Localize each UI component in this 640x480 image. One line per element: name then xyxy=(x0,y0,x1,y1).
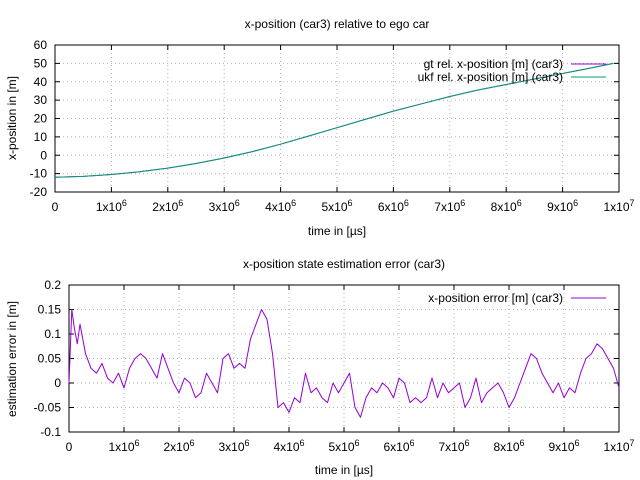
x-tick-label: 0 xyxy=(52,200,59,214)
x-tick-label: 0 xyxy=(66,440,73,454)
chart-x-position: -20 -10 0 10 20 30 40 50 60 0 1x106 2x106 3x106 4x10… xyxy=(5,17,635,238)
y-tick-label: 0 xyxy=(54,376,61,390)
x-tick-label: 7x106 xyxy=(438,438,469,454)
grid xyxy=(55,45,619,192)
legend-label: ukf rel. x-position [m] (car3) xyxy=(418,70,563,84)
chart-title: x-position state estimation error (car3) xyxy=(243,257,445,271)
y-ticks: -20 -10 0 10 20 30 40 50 60 xyxy=(30,38,619,199)
legend: gt rel. x-position [m] (car3)ukf rel. x-… xyxy=(418,57,606,84)
x-tick-label: 3x106 xyxy=(209,198,240,214)
y-tick-label: 0 xyxy=(40,148,47,162)
chart-estimation-error: -0.1 -0.05 0 0.05 0.1 0.15 0.2 0 1x106 2x106 3x10… xyxy=(5,257,635,477)
series-line-2 xyxy=(54,62,614,178)
x-tick-label: 9x106 xyxy=(548,438,579,454)
series-lines xyxy=(54,62,614,178)
x-tick-label: 4x106 xyxy=(273,438,304,454)
x-tick-label: 2x106 xyxy=(152,198,183,214)
y-axis-label: estimation error in [m] xyxy=(5,301,19,417)
y-tick-label: -10 xyxy=(30,167,48,181)
x-tick-label: 9x106 xyxy=(547,198,578,214)
x-tick-label: 1x107 xyxy=(603,198,634,214)
y-tick-label: 40 xyxy=(34,75,48,89)
series-lines xyxy=(68,309,620,418)
x-tick-label: 7x106 xyxy=(434,198,465,214)
x-tick-label: 1x106 xyxy=(96,198,127,214)
y-tick-label: 20 xyxy=(34,112,48,126)
x-tick-label: 2x106 xyxy=(163,438,194,454)
x-tick-label: 6x106 xyxy=(383,438,414,454)
y-tick-label: 60 xyxy=(34,38,48,52)
x-tick-label: 1x107 xyxy=(603,438,634,454)
legend: x-position error [m] (car3) xyxy=(428,291,606,305)
grid xyxy=(69,285,619,432)
x-tick-label: 8x106 xyxy=(491,198,522,214)
y-tick-label: -0.05 xyxy=(34,401,62,415)
x-tick-label: 6x106 xyxy=(378,198,409,214)
y-tick-label: 50 xyxy=(34,56,48,70)
x-tick-label: 5x106 xyxy=(328,438,359,454)
y-ticks: -0.1 -0.05 0 0.05 0.1 0.15 0.2 xyxy=(34,278,619,439)
legend-label: x-position error [m] (car3) xyxy=(428,291,563,305)
y-tick-label: 10 xyxy=(34,130,48,144)
x-tick-label: 5x106 xyxy=(321,198,352,214)
x-tick-label: 1x106 xyxy=(108,438,139,454)
y-tick-label: 0.05 xyxy=(38,352,62,366)
x-axis-label: time in [µs] xyxy=(315,463,373,477)
y-tick-label: 30 xyxy=(34,93,48,107)
x-tick-label: 8x106 xyxy=(493,438,524,454)
x-tick-label: 3x106 xyxy=(218,438,249,454)
y-tick-label: 0.1 xyxy=(44,327,61,341)
x-ticks: 0 1x106 2x106 3x106 4x106 5x106 6x106 7x106 8x10… xyxy=(66,285,635,454)
x-axis-label: time in [µs] xyxy=(308,224,366,238)
y-tick-label: -0.1 xyxy=(40,425,61,439)
series-line-1 xyxy=(68,309,620,418)
y-tick-label: 0.2 xyxy=(44,278,61,292)
y-tick-label: 0.15 xyxy=(38,303,62,317)
legend-label: gt rel. x-position [m] (car3) xyxy=(424,57,563,71)
y-tick-label: -20 xyxy=(30,185,48,199)
y-axis-label: x-position in [m] xyxy=(5,76,19,160)
chart-title: x-position (car3) relative to ego car xyxy=(245,17,430,31)
x-ticks: 0 1x106 2x106 3x106 4x106 5x106 6x106 7x106 8x10… xyxy=(52,45,635,214)
x-tick-label: 4x106 xyxy=(265,198,296,214)
